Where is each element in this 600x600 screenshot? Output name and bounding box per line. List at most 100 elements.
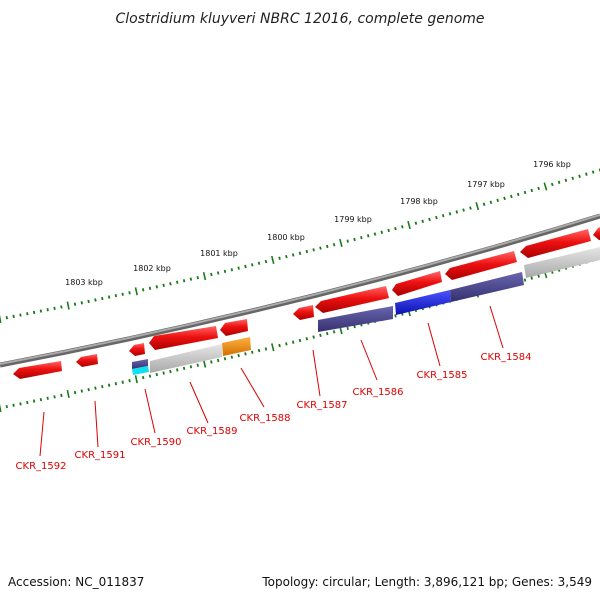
cyan-feature xyxy=(132,366,149,375)
minor-tick xyxy=(5,405,8,409)
minor-tick xyxy=(537,274,540,278)
minor-tick xyxy=(489,200,493,204)
gene-arrow xyxy=(220,319,248,336)
minor-tick xyxy=(87,387,90,392)
minor-tick xyxy=(462,208,465,212)
minor-tick xyxy=(73,390,77,395)
minor-tick xyxy=(278,256,281,260)
minor-tick xyxy=(223,357,227,361)
blue-feature xyxy=(395,290,451,315)
minor-tick xyxy=(19,402,22,406)
minor-tick xyxy=(176,368,179,372)
gene-label: CKR_1587 xyxy=(297,400,348,411)
minor-tick xyxy=(142,376,145,380)
navy-feature xyxy=(450,272,524,302)
minor-tick xyxy=(421,219,424,224)
minor-tick xyxy=(523,278,527,282)
ruler-label: 1800 kbp xyxy=(267,233,305,242)
major-tick xyxy=(543,182,548,191)
minor-tick xyxy=(257,261,261,265)
gene-label: CKR_1590 xyxy=(131,437,182,448)
minor-tick xyxy=(169,369,172,374)
minor-tick xyxy=(326,331,329,336)
minor-tick xyxy=(182,366,186,370)
minor-tick xyxy=(291,340,295,344)
major-tick xyxy=(271,343,275,352)
minor-tick xyxy=(223,269,227,273)
minor-tick xyxy=(278,343,281,348)
minor-tick xyxy=(128,378,131,383)
minor-tick xyxy=(216,358,220,363)
major-tick xyxy=(407,220,411,230)
gene-label: CKR_1589 xyxy=(187,426,238,437)
minor-tick xyxy=(189,277,193,281)
minor-tick xyxy=(94,298,97,302)
minor-tick xyxy=(60,393,63,398)
gene-track xyxy=(13,227,600,379)
minor-tick xyxy=(503,196,506,201)
minor-tick xyxy=(305,249,309,254)
minor-tick xyxy=(564,178,568,183)
minor-tick xyxy=(298,251,302,255)
minor-tick xyxy=(101,385,104,389)
minor-tick xyxy=(244,352,247,356)
minor-tick xyxy=(39,309,43,313)
minor-tick xyxy=(414,221,418,225)
major-tick xyxy=(134,287,138,296)
minor-tick xyxy=(591,170,595,174)
minor-tick xyxy=(196,275,199,280)
minor-tick xyxy=(346,239,349,243)
minor-tick xyxy=(107,295,111,299)
minor-tick xyxy=(435,215,438,220)
genome-backbone xyxy=(0,213,600,368)
minor-tick xyxy=(312,248,315,252)
minor-tick xyxy=(230,268,234,272)
minor-tick xyxy=(523,190,527,195)
major-tick xyxy=(66,301,70,310)
minor-tick xyxy=(114,382,118,386)
gene-label: CKR_1585 xyxy=(417,370,468,381)
minor-tick xyxy=(428,217,431,222)
minor-tick xyxy=(298,338,302,343)
gene-arrow xyxy=(445,251,517,280)
minor-tick xyxy=(550,182,554,187)
minor-tick xyxy=(319,333,322,338)
minor-tick xyxy=(87,299,90,304)
minor-tick xyxy=(441,214,445,218)
minor-tick xyxy=(360,235,363,240)
minor-tick xyxy=(60,305,63,309)
minor-tick xyxy=(162,371,165,375)
minor-tick xyxy=(12,314,15,319)
major-tick xyxy=(271,255,275,264)
minor-tick xyxy=(366,234,370,238)
minor-tick xyxy=(32,310,36,315)
minor-tick xyxy=(291,253,295,257)
minor-tick xyxy=(196,363,199,367)
minor-tick xyxy=(237,266,240,270)
minor-tick xyxy=(516,192,520,197)
minor-tick xyxy=(32,399,36,403)
orange-feature xyxy=(222,337,251,356)
ruler-label: 1802 kbp xyxy=(133,264,171,273)
minor-tick xyxy=(510,194,513,199)
feature-track xyxy=(132,247,600,375)
minor-tick xyxy=(26,312,29,316)
minor-tick xyxy=(482,202,486,206)
grey-feature xyxy=(150,344,222,373)
minor-tick xyxy=(373,232,377,236)
minor-tick xyxy=(332,330,336,334)
gene-arrow xyxy=(129,343,145,356)
minor-tick xyxy=(176,280,179,284)
minor-tick xyxy=(237,353,240,358)
gene-arrow xyxy=(315,286,389,313)
gene-arrow xyxy=(13,361,62,379)
gene-label: CKR_1592 xyxy=(16,461,67,472)
minor-tick xyxy=(210,272,213,277)
minor-tick xyxy=(312,335,315,339)
minor-tick xyxy=(585,172,588,176)
minor-tick xyxy=(101,296,104,301)
minor-tick xyxy=(230,355,234,359)
minor-tick xyxy=(46,396,49,400)
major-tick xyxy=(66,389,70,399)
